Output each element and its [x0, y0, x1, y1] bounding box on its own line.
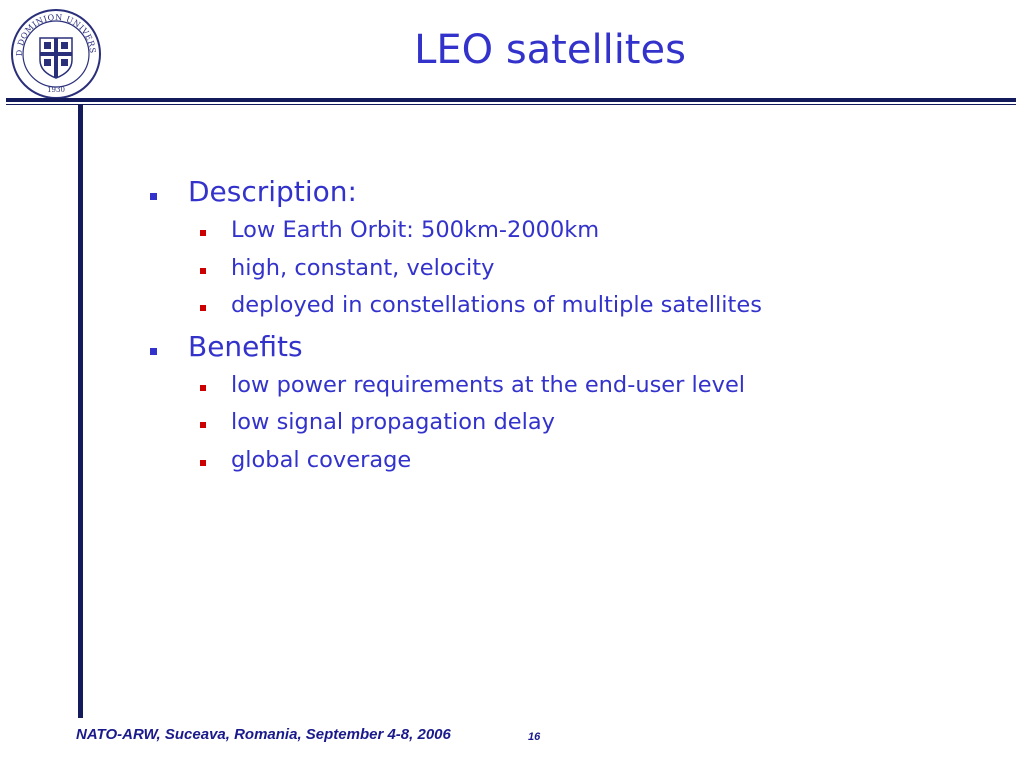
slide-title: LEO satellites [414, 27, 686, 73]
sub-bullet-item: low power requirements at the end-user l… [148, 367, 988, 405]
page-number: 16 [528, 731, 541, 743]
sub-bullet-item: Low Earth Orbit: 500km-2000km [148, 212, 988, 250]
seal-year: 1930 [47, 86, 65, 94]
sub-bullet-list: Low Earth Orbit: 500km-2000km high, cons… [148, 212, 988, 325]
sub-bullet-text: high, constant, velocity [231, 254, 495, 281]
sub-bullet-text: low power requirements at the end-user l… [231, 371, 746, 398]
sub-bullet-list: low power requirements at the end-user l… [148, 367, 988, 480]
sub-bullet-item: global coverage [148, 442, 988, 480]
university-seal-logo: OLD DOMINION UNIVERSITY 1930 [10, 8, 101, 99]
header-divider-thin [6, 104, 1016, 105]
sub-bullet-item: high, constant, velocity [148, 250, 988, 288]
bullet-list: Description: Low Earth Orbit: 500km-2000… [148, 172, 988, 479]
left-vertical-rule [78, 104, 83, 718]
sub-bullet-text: global coverage [231, 446, 412, 473]
square-bullet-icon [200, 230, 206, 236]
header-divider-thick [6, 98, 1016, 102]
sub-bullet-text: Low Earth Orbit: 500km-2000km [231, 217, 600, 243]
square-bullet-icon [200, 422, 206, 428]
sub-bullet-item: low signal propagation delay [148, 404, 988, 442]
bullet-text: Benefits [188, 329, 303, 363]
sub-bullet-item: deployed in constellations of multiple s… [148, 287, 988, 325]
bullet-description: Description: [148, 172, 988, 212]
square-bullet-icon [200, 267, 206, 274]
footer-text: NATO-ARW, Suceava, Romania, September 4-… [76, 726, 451, 743]
square-bullet-icon [200, 384, 206, 391]
square-bullet-icon [150, 193, 157, 200]
bullet-benefits: Benefits [148, 327, 988, 367]
square-bullet-icon [150, 347, 157, 355]
sub-bullet-text: low signal propagation delay [231, 409, 555, 435]
square-bullet-icon [200, 459, 206, 466]
square-bullet-icon [200, 305, 206, 311]
bullet-text: Description: [188, 175, 357, 208]
sub-bullet-text: deployed in constellations of multiple s… [231, 292, 762, 318]
